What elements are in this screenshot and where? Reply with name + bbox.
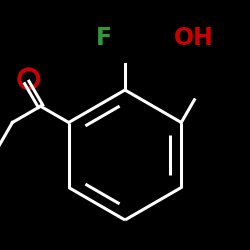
Text: F: F bbox=[96, 26, 112, 50]
Text: OH: OH bbox=[174, 26, 214, 50]
